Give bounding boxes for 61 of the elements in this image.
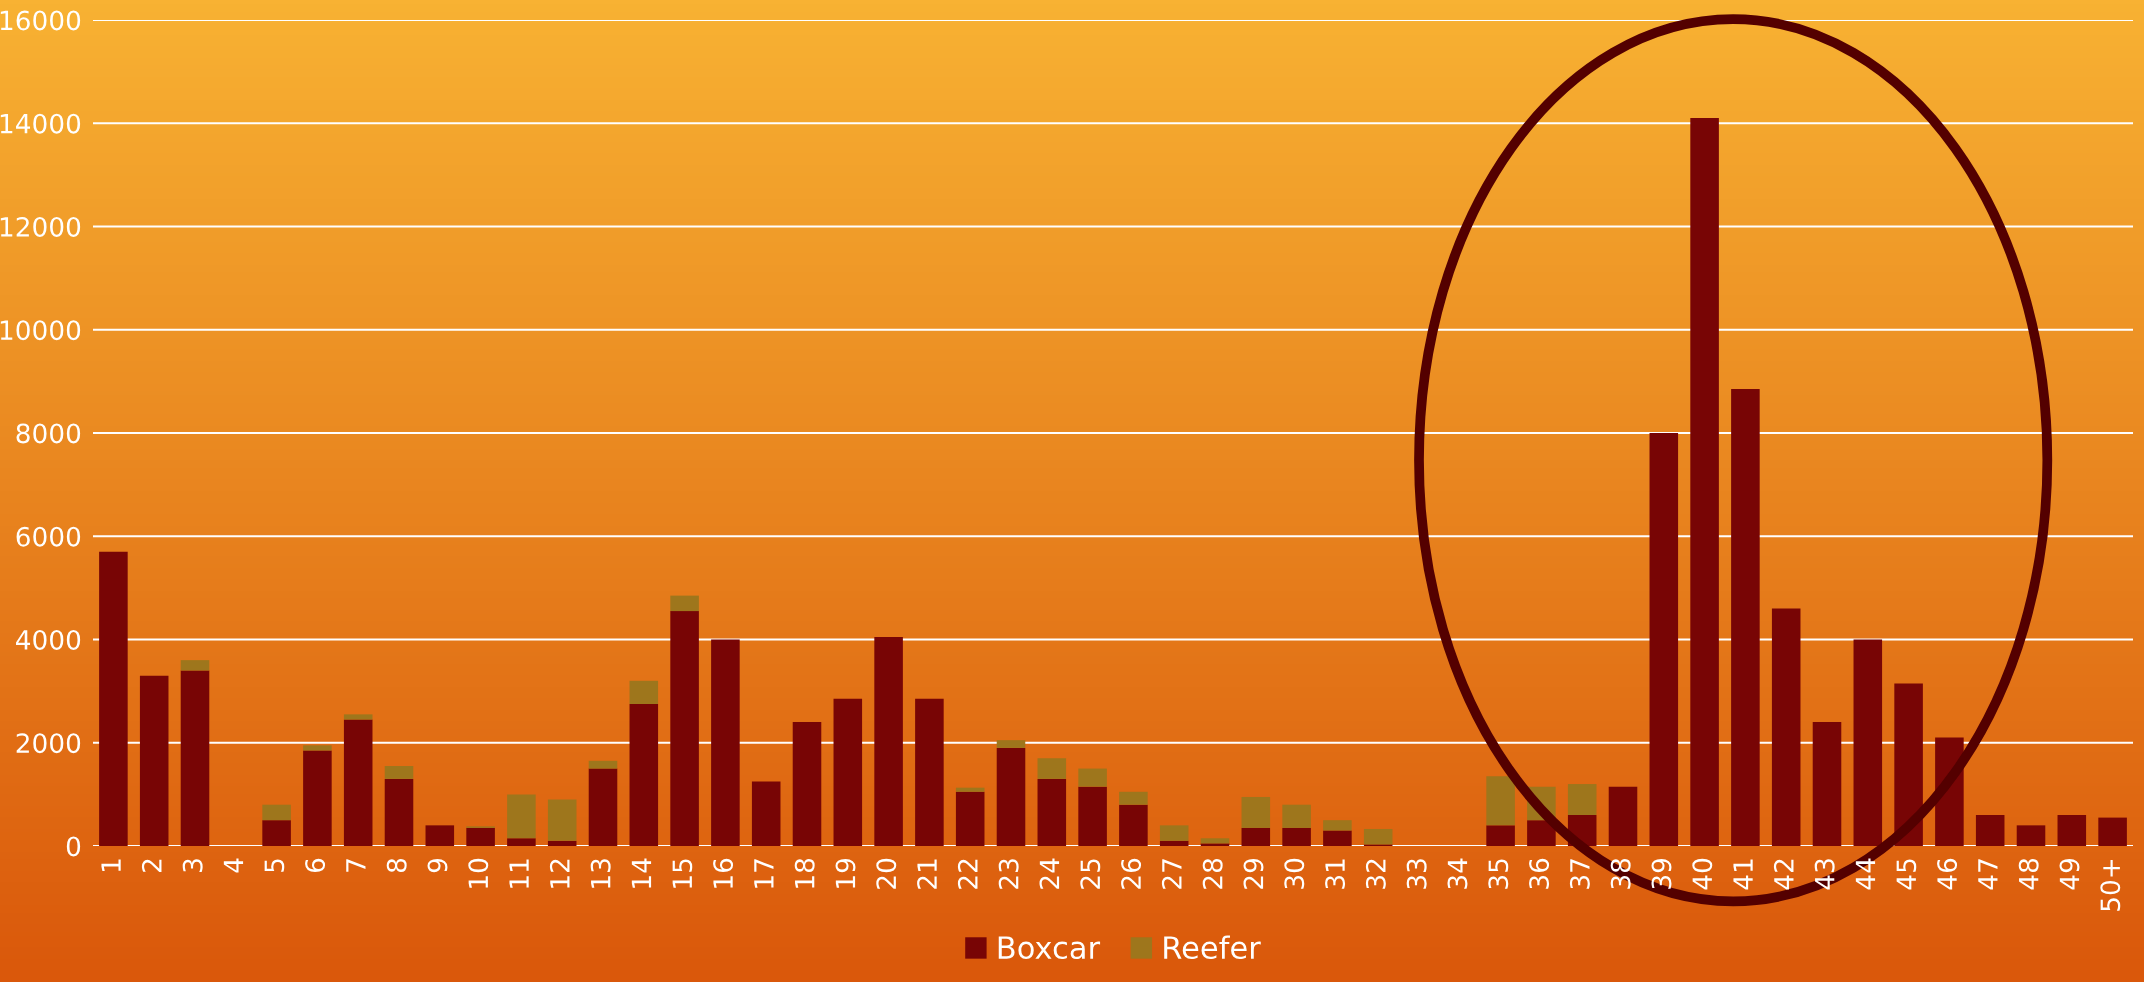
x-tick-label: 46 bbox=[1937, 858, 1958, 890]
x-tick-label: 25 bbox=[1080, 859, 1101, 889]
legend-label: Boxcar bbox=[998, 936, 1101, 960]
x-tick-label: 29 bbox=[1243, 858, 1264, 889]
x-tick-label: 11 bbox=[509, 859, 529, 888]
x-tick-label: 15 bbox=[672, 859, 693, 888]
x-tick-label: 1 bbox=[101, 859, 121, 871]
x-tick-label: 45 bbox=[1896, 859, 1917, 890]
x-tick-label: 14 bbox=[631, 858, 652, 888]
y-tick-label: 12000 bbox=[0, 216, 81, 237]
x-tick-label: 23 bbox=[998, 859, 1019, 889]
x-tick-label: 38 bbox=[1610, 858, 1631, 889]
x-tick-label: 22 bbox=[957, 859, 978, 889]
x-tick-label: 44 bbox=[1855, 858, 1876, 890]
x-tick-label: 12 bbox=[549, 859, 570, 888]
x-tick-label: 49 bbox=[2059, 858, 2080, 890]
y-tick-label: 8000 bbox=[16, 423, 81, 444]
x-tick-label: 2 bbox=[141, 859, 162, 872]
x-tick-label: 16 bbox=[713, 858, 734, 888]
x-tick-label: 26 bbox=[1121, 858, 1142, 889]
x-tick-label: 9 bbox=[427, 858, 448, 873]
x-tick-label: 6 bbox=[305, 858, 326, 873]
y-tick-label: 16000 bbox=[0, 10, 81, 31]
x-tick-label: 33 bbox=[1406, 859, 1427, 889]
legend-label: Reefer bbox=[1164, 935, 1261, 960]
x-tick-label: 32 bbox=[1365, 859, 1386, 889]
x-tick-label: 27 bbox=[1161, 859, 1182, 889]
x-tick-label: 48 bbox=[2018, 858, 2039, 890]
x-tick-label: 31 bbox=[1325, 859, 1346, 889]
x-tick-label: 50+ bbox=[2100, 859, 2121, 911]
x-tick-label: 35 bbox=[1488, 859, 1509, 889]
x-tick-label: 10 bbox=[468, 858, 489, 888]
x-tick-label: 28 bbox=[1202, 858, 1223, 889]
x-tick-label: 47 bbox=[1978, 859, 1998, 890]
x-tick-label: 20 bbox=[876, 858, 897, 889]
x-tick-label: 3 bbox=[182, 859, 203, 872]
x-tick-label: 36 bbox=[1529, 858, 1550, 889]
x-tick-label: 37 bbox=[1569, 859, 1590, 889]
x-tick-label: 13 bbox=[590, 859, 611, 888]
x-tick-label: 5 bbox=[264, 859, 285, 872]
x-tick-label: 39 bbox=[1651, 858, 1672, 889]
y-tick-label: 10000 bbox=[0, 320, 81, 341]
x-tick-label: 7 bbox=[346, 859, 366, 872]
y-tick-label: 0 bbox=[66, 836, 81, 857]
y-tick-label: 6000 bbox=[16, 526, 81, 547]
x-tick-label: 34 bbox=[1447, 858, 1468, 889]
x-tick-label: 42 bbox=[1773, 859, 1794, 890]
x-tick-label: 17 bbox=[754, 859, 774, 888]
x-tick-label: 43 bbox=[1814, 859, 1835, 890]
x-tick-label: 21 bbox=[917, 859, 937, 889]
y-tick-label: 4000 bbox=[16, 629, 81, 650]
x-tick-label: 40 bbox=[1692, 858, 1713, 890]
x-tick-label: 18 bbox=[794, 858, 815, 888]
x-tick-label: 41 bbox=[1733, 859, 1753, 890]
y-tick-label: 2000 bbox=[16, 733, 81, 754]
y-tick-label: 14000 bbox=[0, 113, 81, 134]
x-tick-label: 19 bbox=[835, 858, 856, 888]
x-tick-label: 8 bbox=[386, 858, 407, 873]
x-tick-label: 30 bbox=[1284, 858, 1305, 889]
x-tick-label: 4 bbox=[223, 858, 244, 873]
x-tick-label: 24 bbox=[1039, 858, 1060, 889]
